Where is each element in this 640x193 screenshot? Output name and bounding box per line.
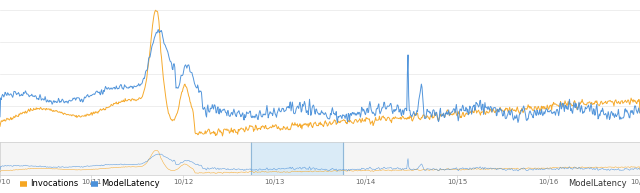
Legend: Invocations, ModelLatency: Invocations, ModelLatency [17, 176, 163, 192]
Text: ModelLatency: ModelLatency [568, 179, 627, 188]
Bar [252, 142, 343, 175]
